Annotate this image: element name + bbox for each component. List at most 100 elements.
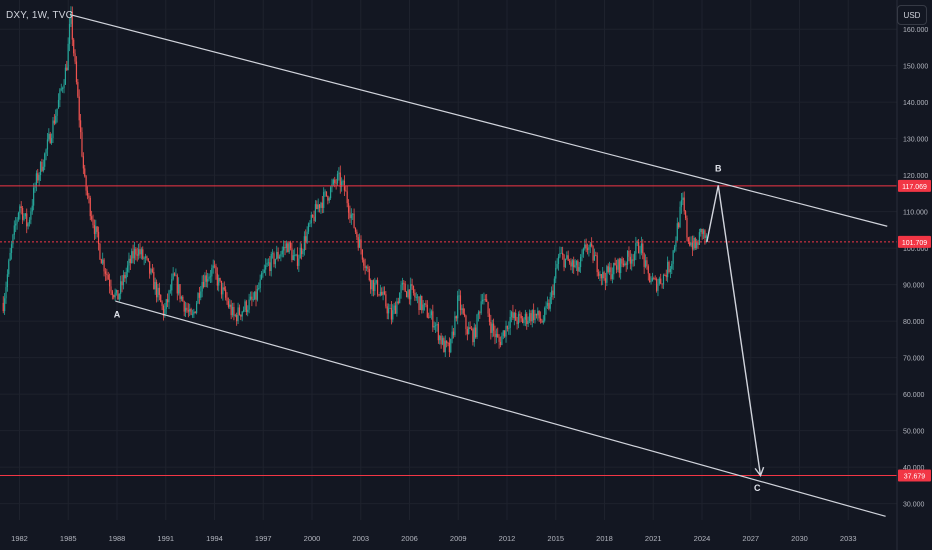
candle-body — [448, 342, 450, 353]
candle-body — [504, 330, 506, 337]
candle-body — [95, 226, 97, 234]
candle-body — [459, 295, 462, 310]
candle-body — [219, 277, 221, 281]
candle-body — [462, 308, 464, 314]
candle-body — [429, 315, 431, 318]
candle-body — [184, 307, 187, 312]
candle-body — [220, 280, 223, 295]
candle-body — [385, 294, 387, 307]
candle-body — [106, 273, 108, 275]
candle-body — [274, 258, 276, 265]
candle-body — [704, 230, 706, 239]
candle-body — [154, 281, 156, 290]
candle-body — [434, 325, 437, 327]
candle-body — [231, 306, 234, 316]
candle-body — [321, 202, 323, 208]
candle-body — [575, 260, 578, 266]
candle-body — [470, 328, 473, 330]
candle-body — [660, 278, 662, 284]
candle-body — [701, 228, 703, 234]
candle-body — [34, 186, 36, 188]
candle-body — [138, 249, 140, 256]
candle-body — [238, 307, 241, 315]
candle-body — [693, 238, 695, 250]
x-tick-label: 1997 — [255, 534, 272, 543]
candle-body — [161, 302, 163, 306]
candle-body — [383, 291, 386, 295]
candle-body — [110, 286, 112, 292]
candle-body — [570, 262, 572, 267]
candle-body — [371, 280, 373, 290]
candle-body — [517, 314, 520, 325]
candle-body — [669, 268, 671, 272]
candle-body — [625, 263, 627, 265]
candle-body — [363, 259, 365, 266]
candle-body — [341, 181, 343, 187]
trendline[interactable] — [69, 14, 888, 227]
candle-body — [55, 115, 57, 124]
trendlines-layer[interactable] — [69, 14, 888, 517]
candle-body — [584, 244, 586, 249]
candle-body — [151, 269, 154, 273]
candle-body — [577, 260, 579, 272]
x-tick-label: 1991 — [157, 534, 174, 543]
projection-arrowhead — [754, 466, 765, 478]
candle-body — [229, 304, 231, 307]
candle-body — [80, 120, 82, 133]
candle-body — [421, 295, 423, 311]
candle-body — [63, 84, 65, 89]
candle-body — [280, 254, 282, 257]
horizontal-lines-layer[interactable] — [0, 185, 897, 477]
candle-body — [252, 299, 254, 301]
candle-body — [129, 258, 131, 264]
candle-body — [62, 88, 64, 89]
candle-body — [77, 82, 79, 97]
candle-body — [296, 254, 299, 266]
candle-body — [527, 320, 529, 324]
x-tick-label: 2030 — [791, 534, 808, 543]
candle-body — [461, 308, 463, 310]
candle-body — [194, 311, 196, 313]
candle-body — [223, 287, 225, 290]
trendline[interactable] — [115, 300, 886, 517]
candle-body — [469, 327, 471, 329]
candle-body — [354, 227, 357, 232]
candle-body — [44, 153, 46, 167]
candle-body — [39, 161, 42, 176]
candle-body — [631, 259, 633, 264]
projection-path[interactable] — [706, 185, 762, 476]
candle-body — [562, 252, 564, 255]
candle-body — [450, 338, 452, 353]
candle-body — [537, 310, 539, 316]
candle-body — [306, 231, 308, 243]
candle-body — [640, 243, 642, 253]
candle-body — [599, 273, 601, 276]
candle-body — [480, 301, 482, 313]
candle-body — [97, 231, 100, 244]
y-tick-label: 100.000 — [903, 246, 928, 253]
candle-body — [411, 284, 413, 286]
candle-body — [201, 281, 203, 292]
candle-body — [539, 318, 542, 321]
candle-body — [597, 272, 600, 276]
y-tick-label: 80.000 — [903, 319, 925, 326]
candle-body — [585, 244, 587, 249]
candle-body — [271, 253, 274, 255]
candle-body — [397, 301, 399, 304]
candle-body — [162, 305, 165, 316]
candle-body — [225, 289, 227, 298]
candle-body — [495, 333, 497, 338]
candle-body — [150, 269, 152, 274]
candle-body — [567, 255, 569, 261]
candle-body — [302, 250, 304, 255]
candle-body — [365, 266, 368, 269]
candle-body — [136, 254, 138, 256]
currency-button[interactable]: USD — [897, 5, 927, 25]
candle-body — [546, 302, 549, 306]
candle-body — [472, 329, 474, 343]
y-tick-label: 60.000 — [903, 392, 925, 399]
candle-body — [249, 296, 252, 300]
candle-body — [551, 290, 553, 297]
